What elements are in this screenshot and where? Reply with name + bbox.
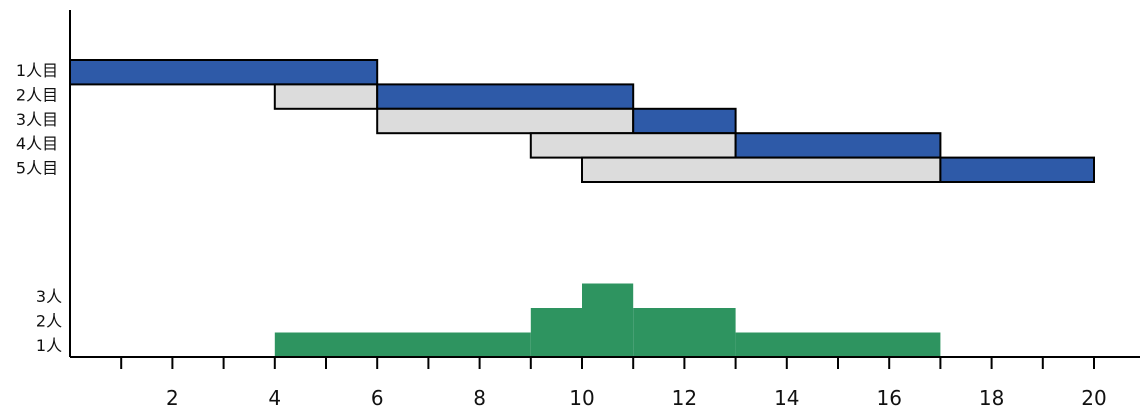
x-tick-label-18: 18 bbox=[979, 386, 1004, 410]
occupancy-segment-4 bbox=[633, 308, 736, 357]
gantt-active-bar-4 bbox=[734, 132, 942, 159]
gantt-waiting-bar-3 bbox=[376, 107, 635, 135]
occupancy-level-label-1: 1人 bbox=[36, 336, 62, 355]
gantt-active-bar-1 bbox=[69, 59, 379, 86]
gantt-waiting-bar-4 bbox=[529, 132, 737, 159]
gantt-row-label-2: 2人目 bbox=[16, 85, 58, 104]
gantt-waiting-bar-5 bbox=[581, 156, 942, 184]
gantt-active-bar-3 bbox=[632, 107, 737, 135]
x-tick-label-10: 10 bbox=[569, 386, 594, 410]
gantt-row-label-5: 5人目 bbox=[16, 159, 58, 178]
axis-layer: 2 4 6 8 10 12 14 16 18 20 bbox=[69, 10, 1140, 410]
occupancy-level-label-3: 3人 bbox=[36, 287, 62, 306]
gantt-row-label-3: 3人目 bbox=[16, 110, 58, 129]
occupancy-layer bbox=[274, 283, 941, 357]
x-tick-label-14: 14 bbox=[774, 386, 799, 410]
x-tick-label-4: 4 bbox=[268, 386, 281, 410]
occupancy-segment-1 bbox=[274, 332, 531, 357]
x-tick-label-2: 2 bbox=[166, 386, 179, 410]
occupancy-segment-3 bbox=[582, 283, 634, 357]
label-layer: 1人目 2人目 3人目 4人目 5人目 1人 2人 3人 bbox=[16, 61, 62, 355]
gantt-active-bar-5 bbox=[939, 156, 1096, 184]
occupancy-segment-5 bbox=[735, 332, 941, 357]
x-tick-label-8: 8 bbox=[473, 386, 486, 410]
gantt-active-bar-2 bbox=[376, 83, 635, 110]
gantt-row-label-1: 1人目 bbox=[16, 61, 58, 80]
gantt-layer bbox=[69, 59, 1096, 184]
x-tick-label-6: 6 bbox=[371, 386, 384, 410]
x-tick-label-20: 20 bbox=[1081, 386, 1106, 410]
x-tick-label-16: 16 bbox=[876, 386, 901, 410]
gantt-row-label-4: 4人目 bbox=[16, 134, 58, 153]
x-tick-label-12: 12 bbox=[672, 386, 697, 410]
occupancy-segment-2 bbox=[530, 308, 582, 357]
occupancy-level-label-2: 2人 bbox=[36, 311, 62, 330]
gantt-waiting-bar-2 bbox=[273, 83, 379, 110]
